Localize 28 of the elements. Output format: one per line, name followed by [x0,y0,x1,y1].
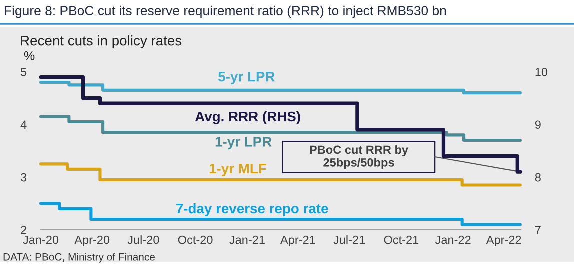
series-label: 7-day reverse repo rate [176,203,328,216]
text: DATA: PBoC, Ministry of Finance [4,253,155,263]
x-tick-label: Apr-22 [486,236,522,247]
x-tick-label: Jan-20 [23,236,59,244]
x-tick-label: Apr-20 [74,236,110,247]
y2-tick-label: 9 [535,120,541,130]
y-tick-label: 4 [20,120,27,129]
x-tick-label: Jul-21 [334,236,366,244]
chart-subtitle: Recent cuts in policy rates [21,36,182,48]
x-tick-label: Apr-21 [280,236,316,247]
series-label: 1-yr MLF [210,164,266,176]
y-tick-label: 3 [20,173,27,182]
x-tick-label: Oct-21 [384,236,419,244]
x-tick-label: Jan-21 [230,236,265,244]
x-tick-label: Jul-20 [128,236,160,244]
x-tick-label: Oct-20 [178,236,213,244]
y-axis-title: % [24,52,35,60]
y2-tick-label: 8 [535,173,541,182]
series-label: Avg. RRR (RHS) [195,111,300,124]
series-label: 5-yr LPR [218,72,275,84]
x-tick-label: Jan-22 [435,236,471,244]
y2-tick-label: 10 [536,68,548,76]
annotation: PBoC cut RRR by 25bps/50bps [310,145,408,170]
y-tick-label: 2 [21,226,27,234]
chart-title: Figure 8: PBoC cut its reserve requirement ratio (RRR) to inject RMB530 bn [5,6,446,18]
y-tick-label: 5 [21,68,27,76]
y2-tick-label: 7 [535,226,541,234]
series-label: 1-yr LPR [216,137,272,150]
